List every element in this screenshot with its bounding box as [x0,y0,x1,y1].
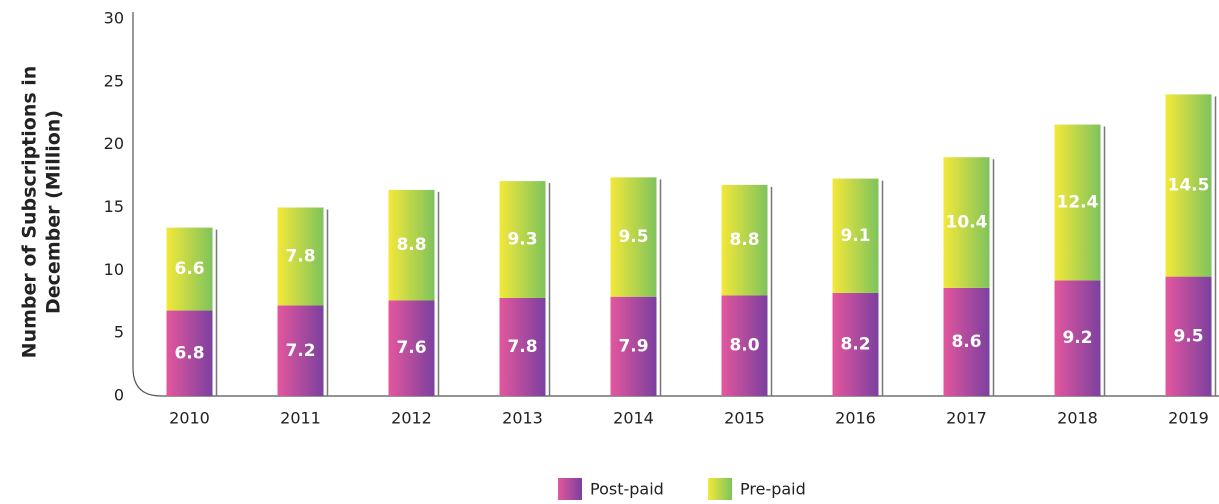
legend-label: Post-paid [590,480,664,499]
x-tick-label: 2010 [169,409,210,428]
bar-segment [277,305,324,396]
bar-segment [943,287,990,396]
bar-segment [388,300,435,396]
y-tick-label: 30 [104,9,124,28]
value-label: 8.8 [729,230,759,250]
x-tick-label: 2011 [280,409,321,428]
y-axis-title-line: Number of Subscriptions in [19,66,41,359]
bar-segment [721,184,768,296]
value-label: 7.6 [396,338,426,358]
value-label: 7.8 [285,247,315,267]
x-tick-label: 2014 [613,409,654,428]
value-label: 9.5 [1173,326,1203,346]
x-tick-label: 2018 [1057,409,1098,428]
bar-segment [388,189,435,301]
y-axis-title-line: December (Million) [43,110,65,314]
y-tick-label: 10 [104,260,124,279]
value-label: 7.9 [618,336,648,356]
bar-segment [166,310,213,396]
legend-swatch [558,478,582,500]
value-label: 10.4 [946,213,988,233]
value-label: 8.2 [840,334,870,354]
bar-segment [1054,124,1101,281]
bar-segment [499,297,546,396]
bar-segment [610,177,657,297]
bar-segment [499,181,546,298]
legend-swatch [708,478,732,500]
value-label: 8.6 [951,332,981,352]
x-tick-label: 2016 [835,409,876,428]
axis-line [132,12,1219,397]
bar-segment [832,178,879,293]
bar-segment [721,295,768,396]
value-label: 7.2 [285,341,315,361]
bar-segment [1054,280,1101,396]
legend-label: Pre-paid [740,480,806,499]
bar-segment [610,296,657,396]
value-label: 9.2 [1062,328,1092,348]
value-label: 6.8 [174,343,204,363]
bar-segment [832,292,879,396]
x-tick-label: 2015 [724,409,765,428]
y-tick-label: 5 [114,323,124,342]
y-axis-title: Number of Subscriptions in December (Mil… [19,66,65,359]
x-tick-label: 2012 [391,409,432,428]
value-label: 8.8 [396,235,426,255]
value-label: 9.1 [840,226,870,246]
value-label: 9.3 [507,230,537,250]
bar-segment [166,227,213,311]
value-label: 9.5 [618,227,648,247]
bar-segment [1165,276,1212,396]
y-tick-label: 25 [104,71,124,90]
value-label: 12.4 [1057,192,1099,212]
x-tick-label: 2013 [502,409,543,428]
value-label: 8.0 [729,336,759,356]
x-tick-label: 2017 [946,409,987,428]
value-label: 6.6 [174,259,204,279]
x-tick-label: 2019 [1168,409,1209,428]
bar-segment [943,157,990,288]
y-tick-label: 15 [104,197,124,216]
bar-segment [277,207,324,306]
bar-segment [1165,94,1212,277]
value-label: 14.5 [1168,176,1210,196]
y-tick-label: 0 [114,386,124,405]
y-tick-label: 20 [104,134,124,153]
value-label: 7.8 [507,337,537,357]
